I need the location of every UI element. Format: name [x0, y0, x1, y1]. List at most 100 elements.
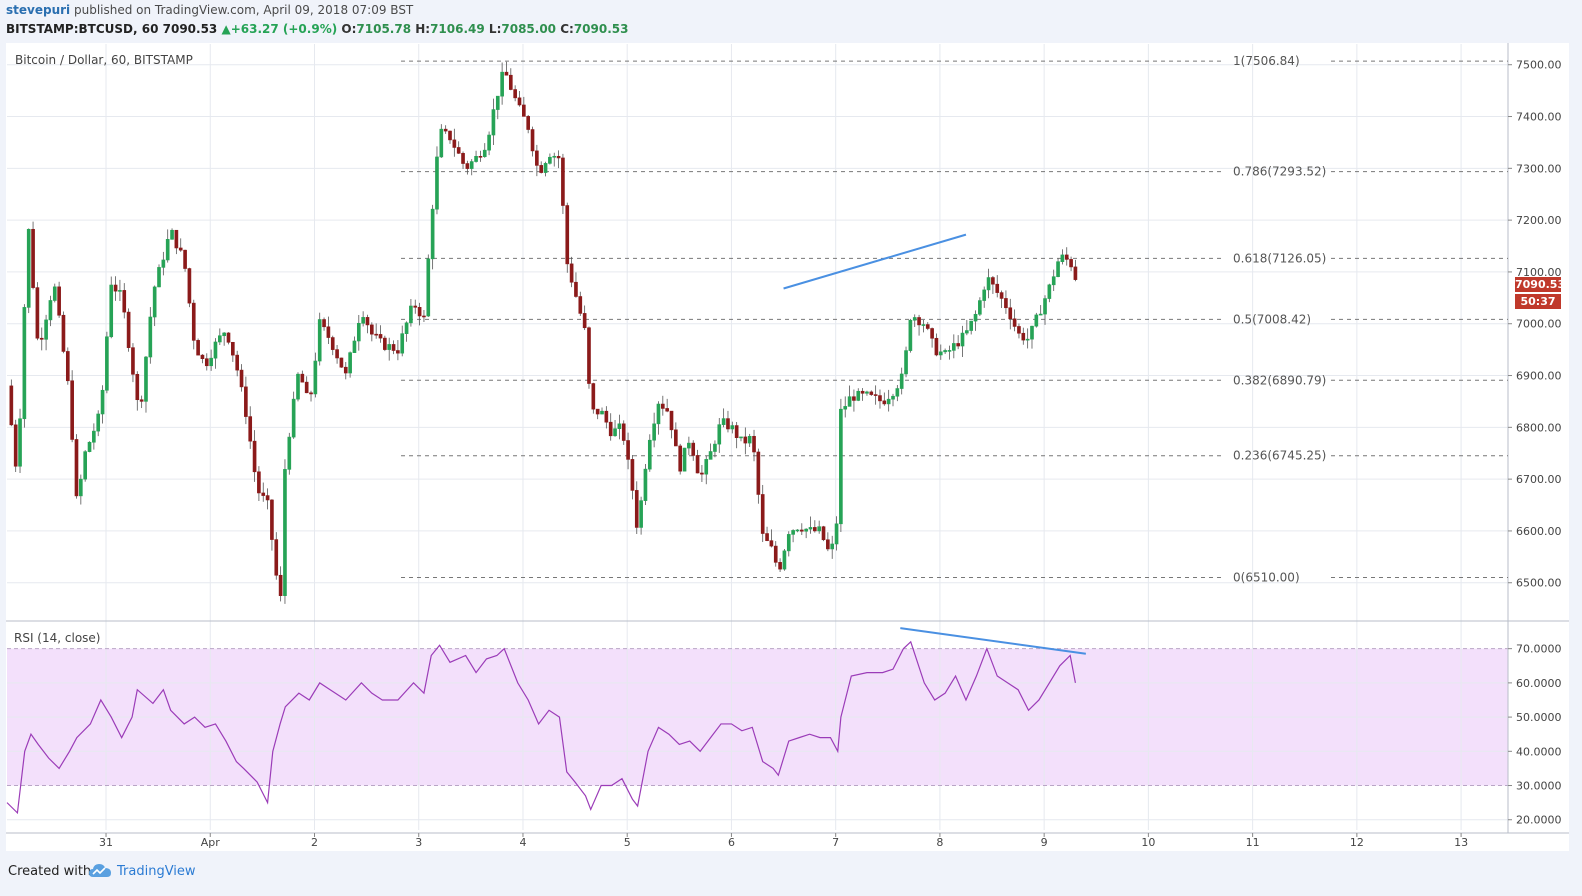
candle-down — [569, 263, 574, 283]
candle-up — [795, 529, 800, 532]
candle-down — [691, 442, 696, 456]
candle-down — [335, 349, 339, 359]
publish-info: stevepuri published on TradingView.com, … — [6, 3, 413, 17]
candle-up — [296, 373, 300, 400]
x-tick-label: 6 — [728, 836, 735, 849]
candle-up — [965, 330, 969, 334]
candle-up — [1025, 338, 1030, 341]
candle-up — [908, 319, 913, 351]
candle-down — [582, 313, 587, 329]
candle-down — [574, 281, 578, 297]
candle-down — [204, 358, 209, 367]
candle-down — [31, 228, 35, 288]
candle-down — [765, 533, 769, 541]
candle-up — [317, 319, 322, 362]
candle-up — [313, 360, 318, 395]
candle-down — [131, 347, 135, 375]
candle-up — [613, 428, 617, 437]
candle-down — [1004, 298, 1008, 309]
candle-up — [500, 71, 504, 97]
candle-up — [469, 161, 474, 169]
candle-down — [517, 97, 522, 106]
chart-canvas[interactable]: 1(7506.84) 0.786(7293.52) 0.618(7126.05) 0.… — [6, 43, 1569, 851]
candle-up — [687, 442, 691, 449]
candle-up — [409, 305, 413, 324]
candle-up — [79, 478, 83, 497]
candle-down — [852, 396, 856, 401]
candle-down — [991, 277, 995, 285]
candle-up — [44, 319, 48, 340]
candle-up — [26, 228, 31, 308]
y-tick-label: 7000.00 — [1516, 318, 1562, 331]
close-value: 7090.53 — [573, 22, 629, 36]
candle-up — [404, 322, 409, 334]
candle-up — [48, 300, 53, 321]
publisher-name[interactable]: stevepuri — [6, 3, 71, 17]
candle-down — [126, 311, 131, 348]
candle-up — [356, 322, 361, 342]
candle-up — [287, 436, 292, 470]
candle-down — [187, 268, 192, 304]
candle-up — [600, 410, 604, 415]
candle-down — [9, 385, 14, 426]
candle-up — [856, 390, 861, 401]
candle-up — [782, 550, 787, 570]
candle-up — [708, 451, 713, 460]
fib-level-label: 0.236(6745.25) — [1233, 449, 1326, 463]
candle-up — [439, 128, 444, 158]
candle-down — [756, 451, 761, 495]
rsi-y-tick-label: 40.0000 — [1516, 745, 1562, 758]
candle-down — [535, 150, 539, 166]
candle-down — [374, 333, 378, 336]
x-tick-label: 7 — [832, 836, 839, 849]
candle-up — [487, 134, 491, 151]
candle-down — [530, 129, 535, 152]
candle-up — [152, 286, 157, 318]
candle-up — [747, 435, 752, 444]
tradingview-brand[interactable]: TradingView — [117, 864, 196, 879]
candle-down — [821, 526, 826, 541]
candle-up — [943, 350, 947, 353]
candle-down — [743, 436, 748, 444]
candle-up — [865, 391, 869, 394]
candle-up — [839, 408, 843, 525]
rsi-trendline — [900, 627, 1086, 655]
candle-up — [969, 320, 974, 331]
candle-down — [995, 283, 1000, 293]
candle-down — [257, 471, 261, 494]
candle-down — [608, 421, 613, 437]
candle-up — [817, 526, 821, 532]
candle-up — [474, 155, 478, 162]
candle-up — [96, 413, 101, 432]
candle-up — [895, 388, 900, 397]
candle-down — [1008, 307, 1013, 320]
symbol-label: BITSTAMP:BTCUSD, 60 — [6, 22, 159, 36]
candle-up — [1056, 261, 1060, 277]
y-tick-label: 7400.00 — [1516, 111, 1562, 124]
candle-up — [617, 423, 622, 430]
rsi-y-tick-label: 70.0000 — [1516, 643, 1562, 656]
candle-up — [921, 324, 926, 326]
x-tick-label: 4 — [519, 836, 526, 849]
fib-level-label: 0.5(7008.42) — [1233, 312, 1311, 326]
candle-down — [934, 337, 939, 356]
candle-down — [700, 472, 704, 475]
candle-down — [869, 391, 874, 395]
tradingview-cloud-icon[interactable] — [88, 862, 112, 880]
candle-down — [200, 354, 205, 360]
candle-up — [348, 352, 352, 374]
candle-down — [504, 71, 509, 76]
candle-up — [291, 398, 296, 438]
candle-down — [370, 324, 374, 335]
candle-down — [270, 499, 274, 540]
y-tick-label: 6700.00 — [1516, 473, 1562, 486]
candle-up — [847, 396, 852, 407]
candle-down — [734, 425, 739, 438]
candle-up — [804, 528, 808, 532]
candle-up — [387, 344, 392, 350]
candle-down — [1012, 318, 1017, 327]
candle-up — [400, 333, 405, 354]
candle-up — [165, 239, 170, 261]
rsi-y-tick-label: 60.0000 — [1516, 677, 1562, 690]
candle-down — [113, 284, 118, 292]
